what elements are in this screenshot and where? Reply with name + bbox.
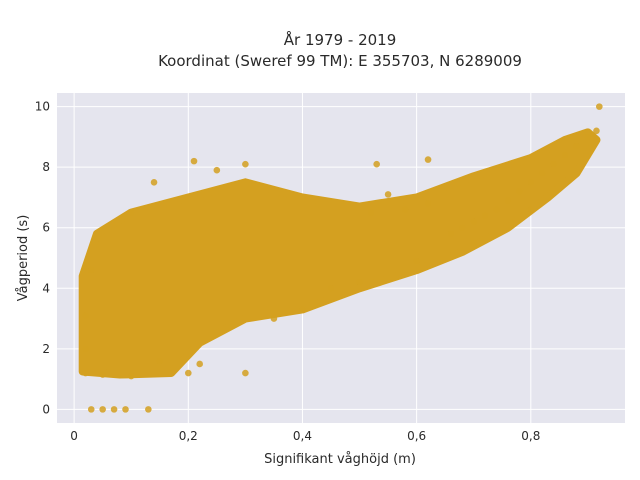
scatter-point — [470, 218, 478, 225]
scatter-point — [99, 371, 106, 378]
scatter-point — [196, 360, 204, 368]
x-tick-label: 0 — [70, 429, 78, 443]
scatter-point — [593, 127, 600, 135]
scatter-point — [424, 156, 432, 163]
scatter-point — [122, 406, 129, 413]
scatter-point — [156, 357, 164, 365]
scatter-point — [87, 266, 95, 274]
y-tick-label: 2 — [42, 342, 50, 356]
scatter-point — [447, 230, 455, 238]
x-tick-label: 0,2 — [179, 429, 198, 443]
y-tick-label: 8 — [42, 160, 50, 174]
scatter-point — [527, 179, 535, 186]
scatter-point — [356, 278, 363, 286]
scatter-points — [82, 103, 603, 413]
scatter-point — [470, 239, 478, 247]
scatter-point — [538, 169, 546, 177]
chart-title-line-2: Koordinat (Sweref 99 TM): E 355703, N 62… — [158, 52, 522, 70]
scatter-point — [493, 206, 500, 213]
scatter-point — [573, 142, 580, 150]
scatter-point — [242, 160, 249, 168]
scatter-point — [190, 157, 198, 165]
y-tick-label: 6 — [42, 221, 50, 235]
scatter-point — [384, 191, 392, 198]
scatter-point — [82, 312, 89, 319]
scatter-point — [184, 369, 192, 377]
scatter-point — [150, 179, 158, 186]
scatter-density-cloud — [78, 128, 601, 379]
y-tick-label: 0 — [42, 402, 50, 416]
y-tick-label: 10 — [35, 100, 50, 114]
tick-labels: 0 0,2 0,4 0,6 0,8 0 2 4 6 8 10 — [35, 100, 541, 443]
scatter-point — [82, 345, 89, 353]
scatter-point — [270, 315, 278, 322]
scatter-point — [242, 369, 249, 377]
scatter-point — [424, 200, 432, 207]
scatter-point — [413, 257, 420, 265]
scatter-point — [82, 369, 89, 377]
scatter-point — [401, 206, 409, 213]
scatter-point — [596, 103, 603, 110]
scatter-point — [110, 406, 118, 413]
scatter-point — [550, 160, 557, 168]
scatter-cloud — [78, 128, 601, 379]
x-tick-label: 0,4 — [293, 429, 312, 443]
scatter-point — [299, 306, 306, 313]
scatter-point — [145, 406, 152, 413]
scatter-point — [127, 372, 135, 380]
y-axis-title: Vågperiod (s) — [16, 215, 31, 302]
scatter-point — [99, 406, 106, 413]
scatter-point — [373, 160, 380, 168]
scatter-point — [367, 209, 375, 216]
scatter-point — [504, 197, 512, 204]
scatter-point — [327, 284, 335, 292]
scatter-point — [87, 406, 95, 413]
scatter-point — [459, 224, 466, 232]
x-tick-label: 0,6 — [407, 429, 426, 443]
scatter-point — [127, 209, 135, 216]
x-axis-title: Signifikant våghöjd (m) — [264, 452, 416, 467]
chart-title-line-1: År 1979 - 2019 — [284, 30, 397, 49]
x-tick-label: 0,8 — [521, 429, 540, 443]
y-tick-label: 4 — [42, 281, 50, 295]
scatter-point — [527, 206, 535, 213]
scatter-point — [584, 133, 592, 141]
scatter-point — [516, 188, 523, 195]
scatter-point — [481, 212, 489, 219]
scatter-point — [561, 151, 569, 159]
scatter-point — [213, 166, 221, 174]
